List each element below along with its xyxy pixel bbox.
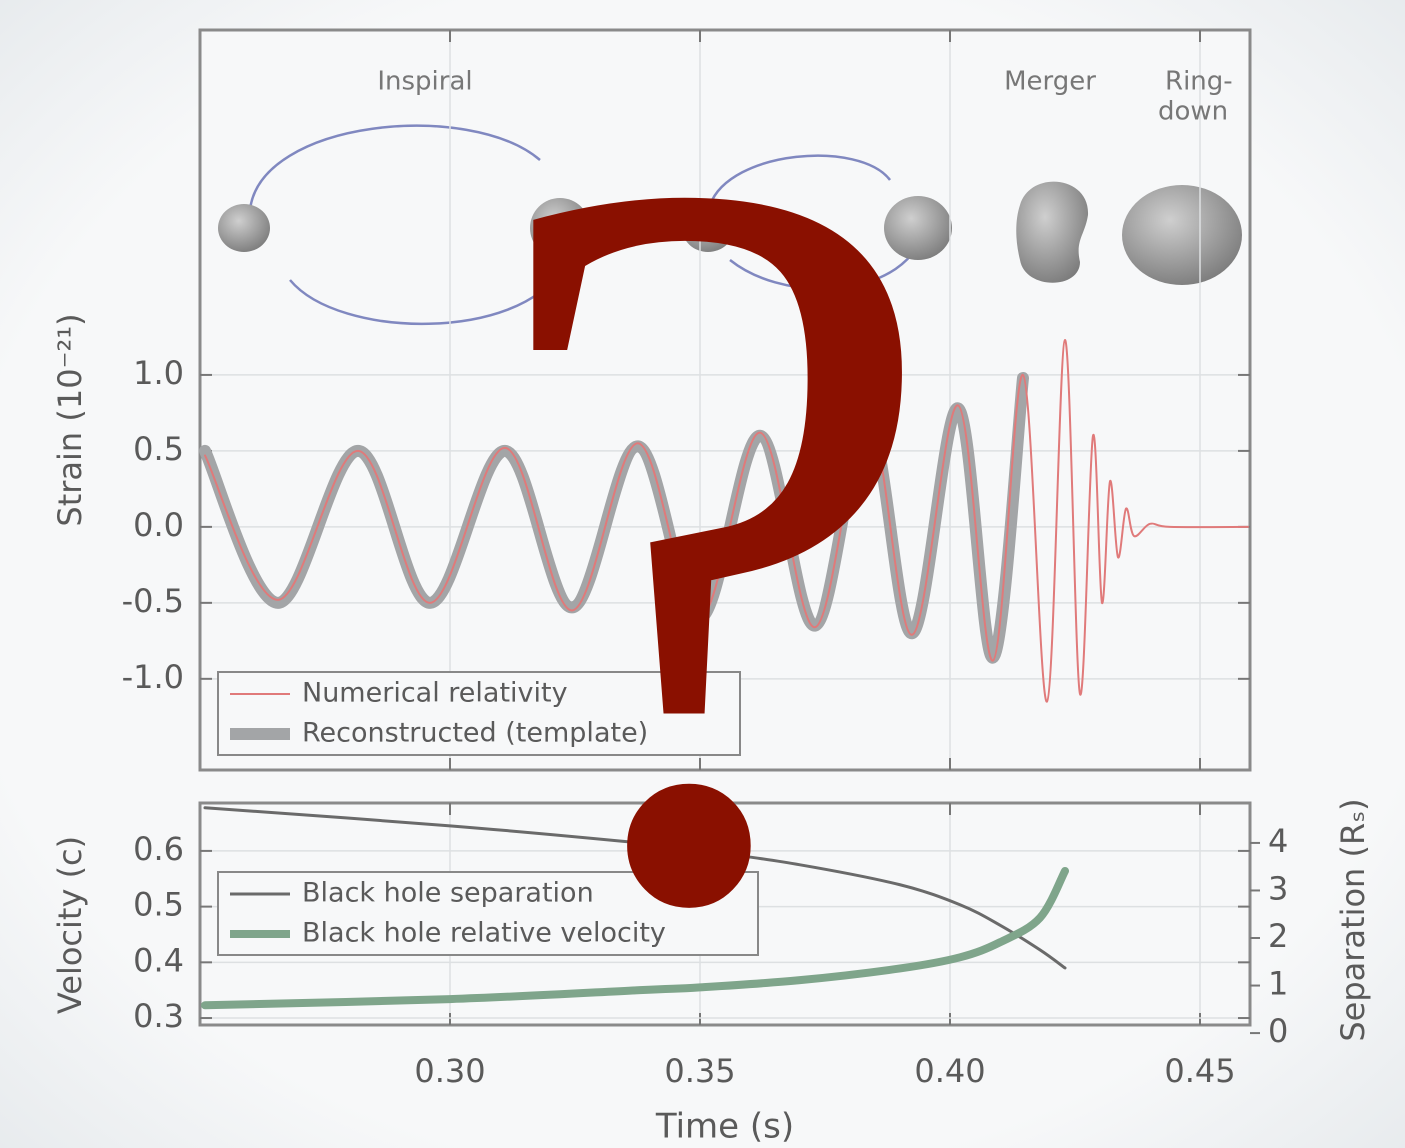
y-tick-label: 0.5 (133, 886, 184, 924)
y-axis-label: Velocity (c) (51, 836, 89, 1014)
phase-label: Inspiral (377, 67, 472, 97)
phase-label: Ring- (1165, 67, 1233, 97)
black-hole (1122, 185, 1242, 285)
y-tick-label: -1.0 (122, 658, 184, 696)
phase-label: Merger (1004, 67, 1096, 97)
black-hole (1016, 182, 1088, 283)
y-tick-label: 0.0 (133, 506, 184, 544)
y-tick-label: 0.4 (133, 941, 184, 979)
y-axis-label: Strain (10⁻²¹) (51, 313, 89, 526)
y2-tick-label: 1 (1268, 965, 1288, 1003)
y-tick-label: 0.6 (133, 830, 184, 868)
y2-tick-label: 0 (1268, 1012, 1288, 1050)
y-tick-label: 0.5 (133, 430, 184, 468)
y2-axis-label: Separation (Rₛ) (1334, 798, 1372, 1041)
y2-tick-label: 4 (1268, 822, 1288, 860)
y-tick-label: 1.0 (133, 354, 184, 392)
y-tick-label: 0.3 (133, 997, 184, 1035)
black-hole (218, 204, 270, 252)
chart: -1.0 -0.5 0.0 0.5 1.0 Inspiral Merger Ring-down… (0, 0, 1405, 1148)
y2-tick-label: 2 (1268, 917, 1288, 955)
question-mark: ? (479, 0, 945, 1121)
x-tick-label: 0.30 (414, 1052, 485, 1090)
y-tick-label: -0.5 (122, 582, 184, 620)
x-tick-label: 0.45 (1164, 1052, 1235, 1090)
phase-label: down (1158, 97, 1228, 127)
y2-tick-label: 3 (1268, 869, 1288, 907)
